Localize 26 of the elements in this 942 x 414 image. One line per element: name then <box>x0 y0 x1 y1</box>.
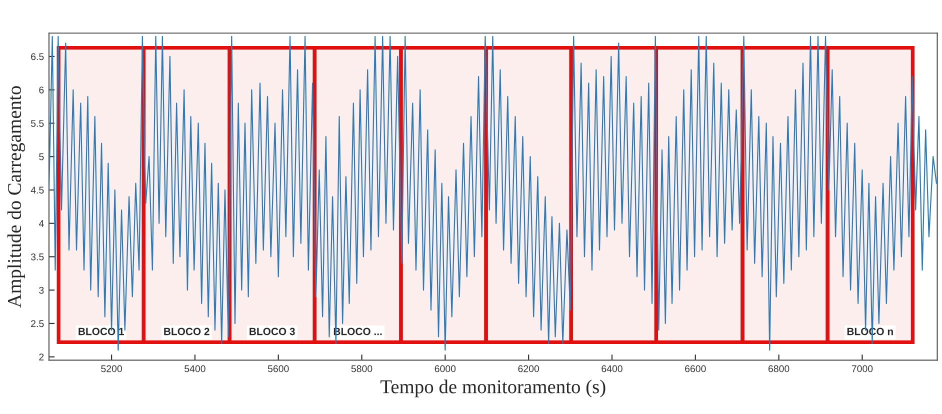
line-series <box>48 36 938 351</box>
y-tick-label: 2 <box>39 354 44 360</box>
band-label: BLOCO 2 <box>164 328 210 336</box>
x-tick-label: 6400 <box>602 365 622 372</box>
x-tick-label: 7000 <box>852 365 873 372</box>
y-tick-label: 4.5 <box>30 186 44 194</box>
x-tick-label: 5600 <box>268 365 289 372</box>
band-label: BLOCO 1 <box>78 328 124 336</box>
band-label: BLOCO 3 <box>250 328 295 336</box>
y-tick-label: 2.5 <box>31 320 44 328</box>
y-tick-label: 4 <box>38 220 44 227</box>
x-tick-label: 5800 <box>351 365 372 372</box>
y-axis-title: Amplitude do Carregamento <box>7 86 26 308</box>
x-tick-label: 5400 <box>184 365 206 372</box>
x-tick-label: 6800 <box>768 365 790 372</box>
x-tick-label: 5200 <box>101 365 122 372</box>
y-tick-label: 6 <box>39 86 44 94</box>
y-tick-label: 6.5 <box>31 53 44 60</box>
x-tick-label: 6200 <box>518 365 540 372</box>
x-tick-label: 6600 <box>685 365 706 372</box>
y-tick-label: 5 <box>39 153 44 160</box>
x-tick-label: 6000 <box>434 365 456 372</box>
x-axis-title: Tempo de monitoramento (s) <box>380 380 606 398</box>
y-tick-label: 3 <box>39 286 44 294</box>
y-tick-label: 5.5 <box>31 120 44 127</box>
y-tick-label: 3.5 <box>30 253 44 260</box>
